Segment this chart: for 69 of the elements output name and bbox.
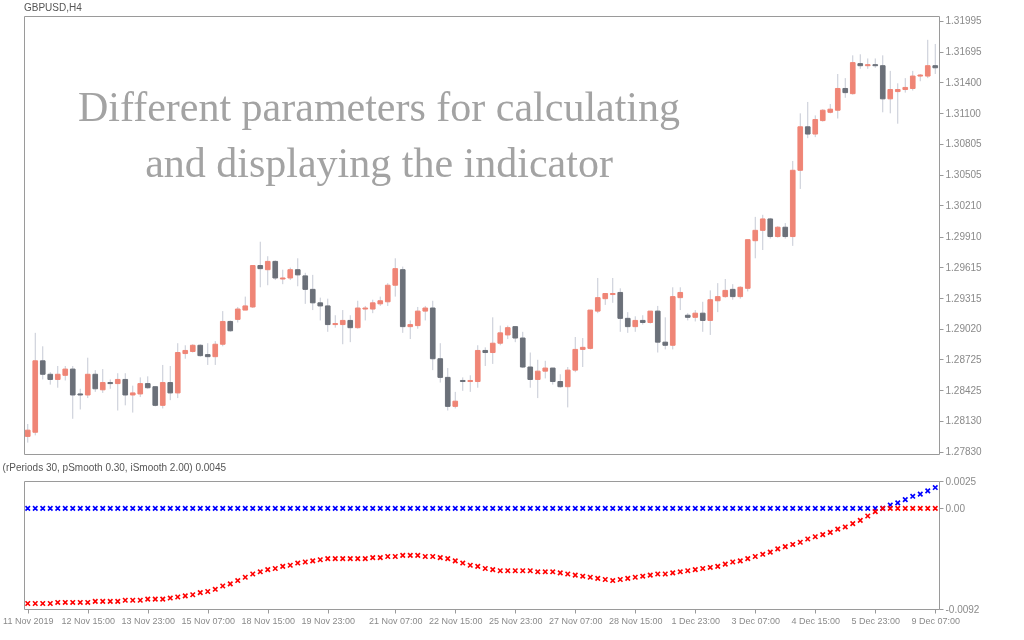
x-tick-label: 19 Nov 23:00	[301, 615, 356, 626]
candlestick	[834, 73, 841, 120]
x-tick-label: 12 Nov 15:00	[61, 615, 116, 626]
x-tick-label: 15 Nov 07:00	[181, 615, 236, 626]
x-tick-label: 25 Nov 23:00	[488, 615, 543, 626]
y-tick-label: 1.28130	[945, 415, 983, 427]
y-tick-label: 0.00	[945, 502, 966, 514]
chart-title: GBPUSD,H4	[24, 1, 83, 13]
candlestick	[167, 365, 174, 401]
candlestick	[219, 310, 226, 347]
x-tick-label: 28 Nov 15:00	[608, 615, 663, 626]
x-tick-label: 21 Nov 07:00	[368, 615, 423, 626]
candlestick	[264, 255, 271, 286]
candlestick	[122, 372, 129, 406]
candlestick	[324, 298, 331, 333]
candlestick	[347, 314, 354, 343]
y-tick-label: 1.29020	[945, 323, 983, 335]
candlestick	[707, 289, 714, 336]
x-tick-label: 1 Dec 23:00	[671, 615, 721, 626]
candlestick	[759, 214, 766, 251]
candlestick	[212, 340, 219, 366]
candlestick	[339, 309, 346, 345]
candlestick	[272, 259, 279, 281]
y-tick-label: 1.29315	[945, 292, 983, 304]
candlestick	[332, 314, 339, 329]
y-tick-label: 1.30505	[945, 169, 983, 181]
y-tick-label: 1.31995	[945, 15, 983, 27]
candlestick	[257, 241, 264, 288]
candlestick	[887, 70, 894, 114]
candlestick	[84, 357, 91, 399]
y-tick-label: 1.31100	[945, 107, 982, 119]
candlestick	[864, 57, 871, 70]
x-tick-label: 3 Dec 07:00	[731, 615, 781, 626]
candlestick	[804, 101, 811, 139]
y-tick-label: 0.0025	[945, 475, 977, 487]
candlestick	[204, 342, 211, 366]
y-tick-label: 1.28425	[945, 384, 983, 396]
y-tick-label: 1.30805	[945, 138, 983, 150]
candlestick	[114, 372, 121, 412]
candlestick	[812, 114, 819, 138]
y-tick-label: 1.31695	[945, 46, 983, 58]
x-tick-label: 18 Nov 15:00	[241, 615, 296, 626]
x-tick-label: 27 Nov 07:00	[548, 615, 603, 626]
y-tick-label: -0.0092	[945, 603, 980, 615]
x-tick-label: 22 Nov 15:00	[428, 615, 483, 626]
candlestick	[99, 368, 106, 394]
y-tick-label: 1.29910	[945, 231, 983, 243]
candlestick	[407, 319, 414, 340]
candlestick	[609, 277, 616, 304]
x-tick-label: 13 Nov 23:00	[121, 615, 176, 626]
candlestick	[924, 39, 931, 79]
y-tick-label: 1.28725	[945, 353, 983, 365]
x-tick-label: 4 Dec 15:00	[791, 615, 841, 626]
y-tick-label: 1.29615	[945, 261, 983, 273]
x-tick-label: 5 Dec 23:00	[851, 615, 901, 626]
y-tick-label: 1.30210	[945, 199, 983, 211]
candlestick	[842, 77, 849, 99]
candlestick	[459, 376, 466, 392]
y-tick-label: 1.27830	[945, 446, 983, 458]
x-tick-label: 9 Dec 07:00	[911, 615, 961, 626]
y-tick-label: 1.31400	[945, 76, 983, 88]
candlestick	[92, 369, 99, 393]
x-tick-label: 11 Nov 2019	[3, 615, 54, 626]
annotation: Different parameters for calculating and displaying the indicator	[77, 84, 681, 186]
candlestick	[624, 311, 631, 334]
candlestick	[482, 346, 489, 367]
candlestick	[699, 301, 706, 333]
chart-title: (rPeriods 30, pSmooth 0.30, iSmooth 2.00) 0.0045	[2, 462, 227, 473]
candlestick	[159, 364, 166, 409]
